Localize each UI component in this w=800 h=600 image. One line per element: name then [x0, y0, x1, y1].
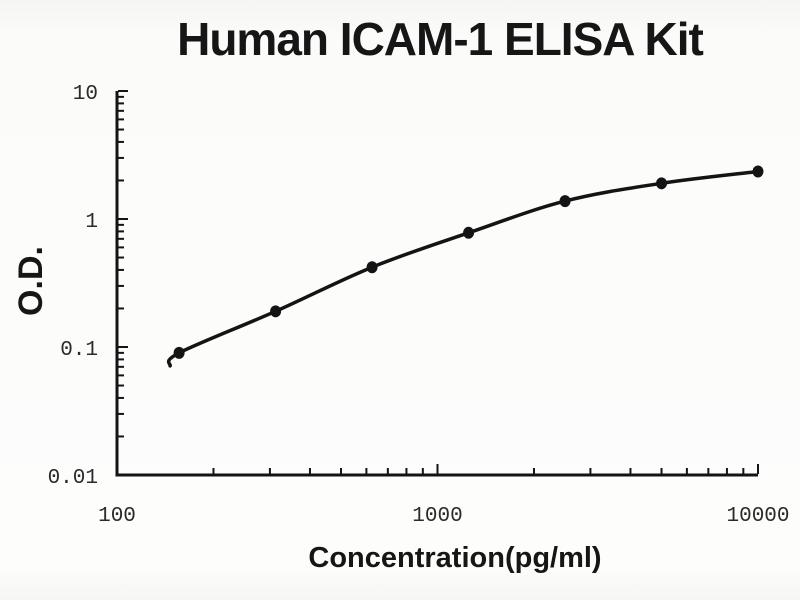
data-point-marker — [559, 195, 571, 208]
x-axis-title: Concentration(pg/ml) — [308, 542, 602, 574]
x-tick-label: 100 — [98, 505, 136, 528]
x-tick-label: 10000 — [726, 505, 789, 528]
data-point-marker — [656, 177, 668, 190]
standard-curve-line — [166, 169, 760, 368]
x-tick-label: 1000 — [412, 505, 462, 528]
data-point-marker — [173, 346, 185, 359]
data-point-marker — [366, 261, 378, 274]
y-tick-label: 1 — [85, 211, 98, 234]
chart-title: Human ICAM-1 ELISA Kit — [177, 13, 704, 65]
data-point-marker — [270, 305, 282, 318]
data-point-marker — [752, 165, 764, 178]
y-tick-label: 0.1 — [60, 339, 98, 362]
data-point-marker — [463, 226, 475, 239]
axis-lines — [115, 91, 758, 477]
y-tick-label: 10 — [73, 83, 98, 106]
y-tick-label: 0.01 — [48, 467, 98, 490]
